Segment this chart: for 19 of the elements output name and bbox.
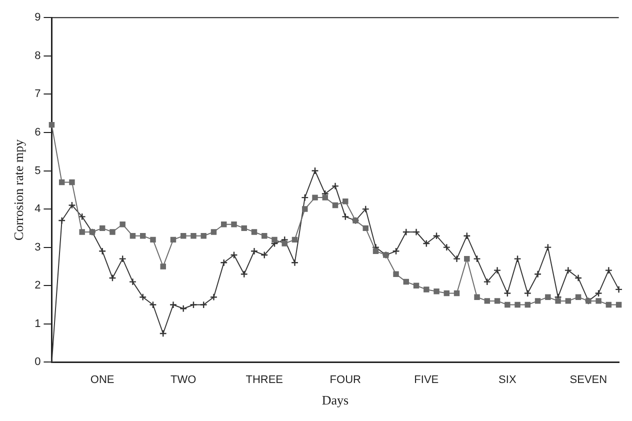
y-tick-label: 2 [34,280,41,292]
x-tick-label: THREE [246,374,284,386]
y-tick-label: 3 [34,241,41,254]
x-tick-label: SEVEN [570,374,608,386]
y-tick-label: 4 [34,203,41,216]
x-tick-label: FIVE [414,374,439,386]
x-tick-label: TWO [170,374,197,386]
x-tick-label: ONE [90,374,114,386]
x-axis-title: Days [322,392,349,408]
y-tick-label: 8 [34,50,41,62]
y-tick-label: 6 [34,126,41,138]
y-axis-title: Corrosion rate mpy [11,138,26,240]
y-tick-label: 9 [34,12,41,24]
y-tick-label: 7 [34,88,41,100]
y-tick-label: 1 [34,318,41,330]
x-tick-label: SIX [498,374,517,386]
x-tick-label: FOUR [330,374,362,386]
y-tick-label: 0 [34,356,41,368]
y-tick-label: 5 [34,164,41,177]
